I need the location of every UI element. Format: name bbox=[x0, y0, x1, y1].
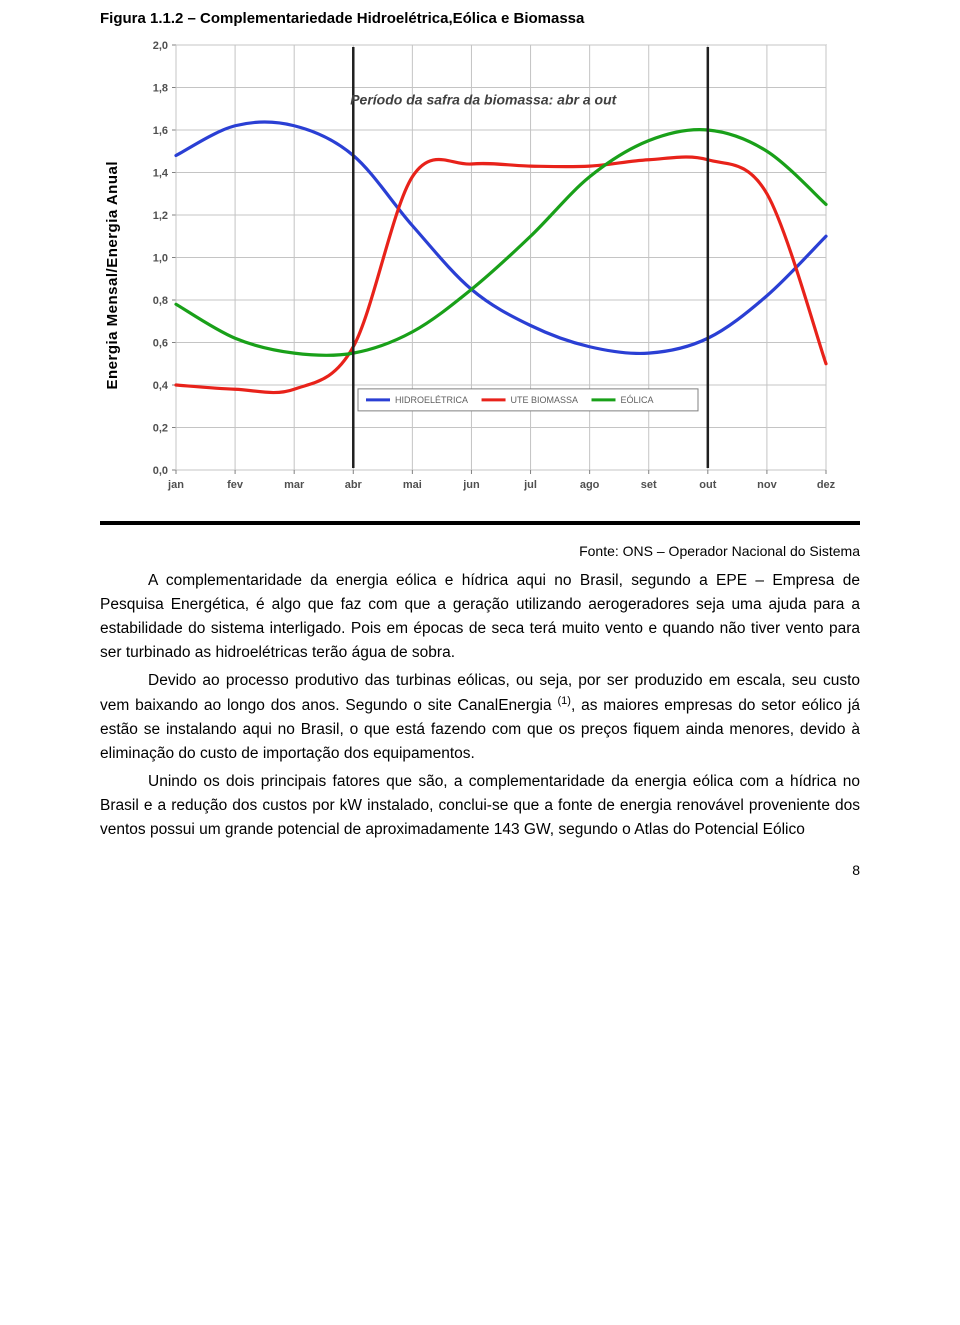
svg-text:jun: jun bbox=[462, 479, 480, 491]
svg-text:1,0: 1,0 bbox=[153, 253, 168, 265]
divider bbox=[100, 521, 860, 525]
svg-text:1,8: 1,8 bbox=[153, 83, 168, 95]
svg-text:EÓLICA: EÓLICA bbox=[621, 395, 654, 405]
paragraph-1: A complementaridade da energia eólica e … bbox=[100, 569, 860, 665]
svg-text:mar: mar bbox=[284, 479, 305, 491]
svg-text:2,0: 2,0 bbox=[153, 40, 168, 52]
y-axis-label: Energia Mensal/Energia Anual bbox=[100, 161, 121, 390]
svg-text:abr: abr bbox=[345, 479, 363, 491]
svg-text:HIDROELÉTRICA: HIDROELÉTRICA bbox=[395, 395, 468, 405]
svg-text:0,8: 0,8 bbox=[153, 295, 168, 307]
svg-text:nov: nov bbox=[757, 479, 777, 491]
figure-source: Fonte: ONS – Operador Nacional do Sistem… bbox=[100, 543, 860, 559]
svg-text:Período da safra da biomassa:: Período da safra da biomassa: abr a out bbox=[350, 92, 617, 108]
svg-text:0,0: 0,0 bbox=[153, 465, 168, 477]
svg-text:UTE BIOMASSA: UTE BIOMASSA bbox=[511, 395, 579, 405]
svg-text:0,4: 0,4 bbox=[153, 380, 169, 392]
svg-text:0,2: 0,2 bbox=[153, 423, 168, 435]
svg-text:out: out bbox=[699, 479, 716, 491]
citation-sup: (1) bbox=[557, 695, 570, 707]
svg-text:jul: jul bbox=[523, 479, 537, 491]
figure-title: Figura 1.1.2 – Complementariedade Hidroe… bbox=[100, 10, 860, 27]
svg-text:1,4: 1,4 bbox=[153, 168, 169, 180]
page-number: 8 bbox=[100, 862, 860, 878]
svg-text:mai: mai bbox=[403, 479, 422, 491]
svg-text:jan: jan bbox=[167, 479, 184, 491]
svg-text:ago: ago bbox=[580, 479, 600, 491]
paragraph-3: Unindo os dois principais fatores que sã… bbox=[100, 770, 860, 842]
svg-text:set: set bbox=[641, 479, 657, 491]
svg-text:dez: dez bbox=[817, 479, 836, 491]
svg-text:0,6: 0,6 bbox=[153, 338, 168, 350]
paragraph-2: Devido ao processo produtivo das turbina… bbox=[100, 669, 860, 766]
line-chart: 0,0 0,2 0,4 0,6 0,8 1,0 1,2 1,4 1,6 1,8 2,0 jan fev m… bbox=[121, 35, 841, 515]
svg-text:1,2: 1,2 bbox=[153, 210, 168, 222]
svg-text:fev: fev bbox=[227, 479, 244, 491]
svg-text:1,6: 1,6 bbox=[153, 125, 168, 137]
page: Figura 1.1.2 – Complementariedade Hidroe… bbox=[0, 0, 960, 898]
body-text: A complementaridade da energia eólica e … bbox=[100, 569, 860, 842]
chart-container: Energia Mensal/Energia Anual 0,00,20,40,… bbox=[100, 35, 860, 515]
